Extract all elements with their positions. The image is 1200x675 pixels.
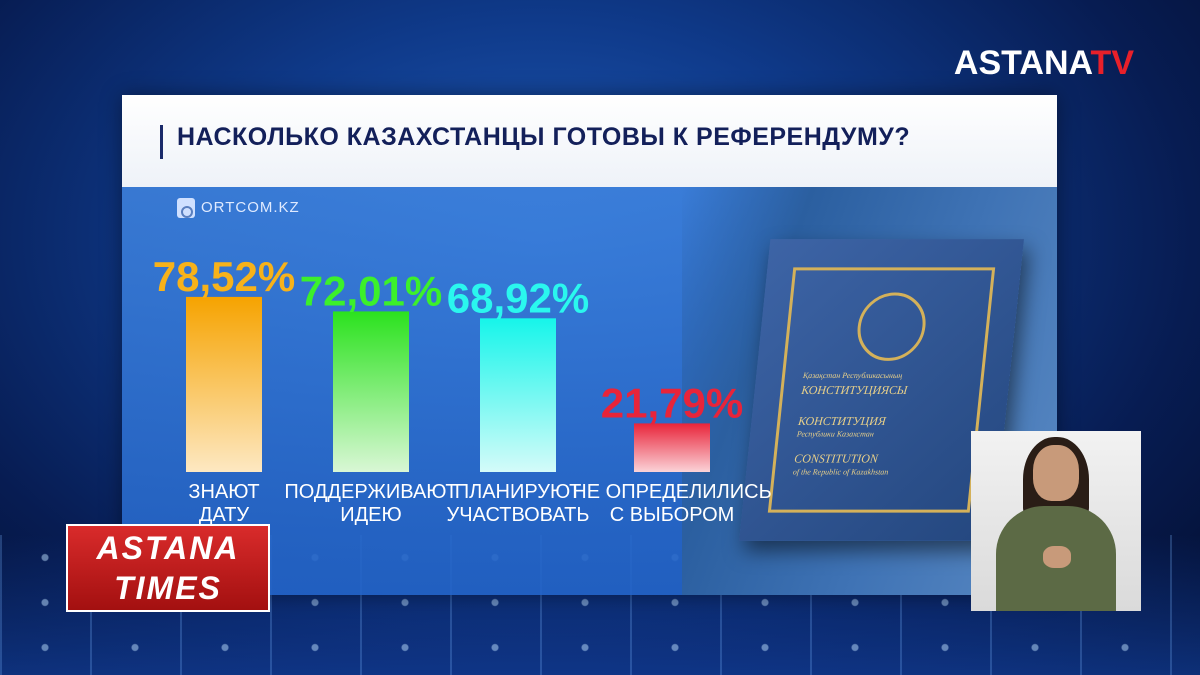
header-accent-bar [160,125,163,159]
category-label-2-0: ПЛАНИРУЮТ [455,481,582,503]
category-label-1-0: ПОДДЕРЖИВАЮТ [284,481,457,503]
category-label-0-1: ДАТУ [199,504,250,526]
category-label-0-0: ЗНАЮТ [188,481,259,503]
show-logo-line-1: ASTANA [96,530,240,566]
bar-2 [480,318,556,472]
bar-3 [634,423,710,472]
value-label-1: 72,01% [300,267,442,314]
value-label-2: 68,92% [447,274,589,321]
source-label: ORTCOM.KZ [177,198,300,218]
interpreter-hands [1043,546,1071,568]
category-label-3-1: С ВЫБОРОМ [610,504,735,526]
channel-logo: ASTANATV [953,44,1134,82]
source-icon [177,198,195,218]
panel-header: НАСКОЛЬКО КАЗАХСТАНЦЫ ГОТОВЫ К РЕФЕРЕНДУ… [122,95,1057,187]
chart-title: НАСКОЛЬКО КАЗАХСТАНЦЫ ГОТОВЫ К РЕФЕРЕНДУ… [177,123,911,151]
interpreter-face [1033,445,1079,501]
category-label-3-0: НЕ ОПРЕДЕЛИЛИСЬ [572,481,771,503]
show-logo: ASTANA TIMES [66,524,270,612]
sign-language-interpreter [971,431,1141,611]
bar-1 [333,311,409,472]
value-label-0: 78,52% [153,253,295,300]
bar-0 [186,296,262,472]
category-label-2-1: УЧАСТВОВАТЬ [447,504,590,526]
show-logo-line-2: TIMES [114,570,222,606]
category-label-1-1: ИДЕЮ [340,504,401,526]
source-text: ORTCOM.KZ [201,198,300,216]
value-label-3: 21,79% [601,379,743,426]
infographic-panel: НАСКОЛЬКО КАЗАХСТАНЦЫ ГОТОВЫ К РЕФЕРЕНДУ… [122,95,1057,595]
